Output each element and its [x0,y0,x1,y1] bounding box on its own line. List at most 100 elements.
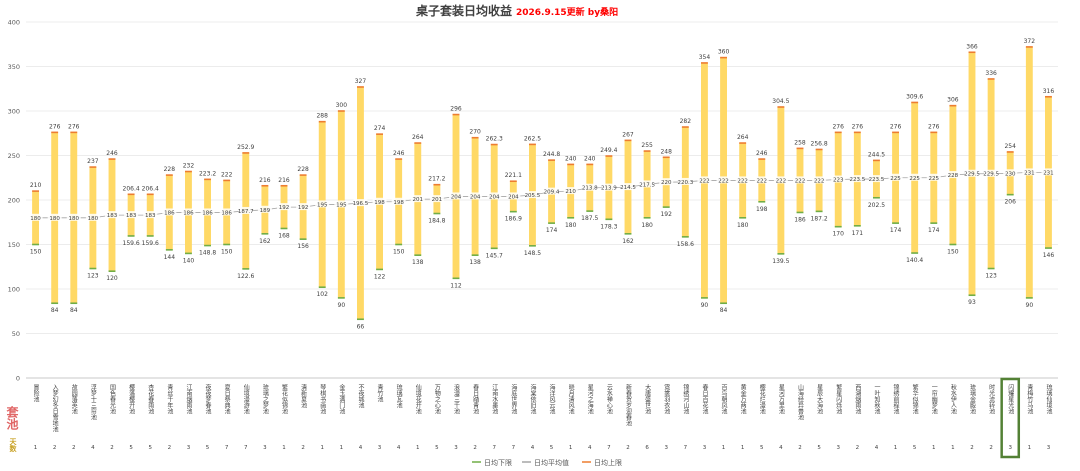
mean-value-label: 230 [1005,171,1016,177]
category-label: 百鸟朝凤池 [720,384,727,414]
days-label: 4 [91,445,95,451]
mean-label-bg [334,200,349,208]
mean-value-label: 195 [317,202,328,208]
mean-label-bg [907,173,922,181]
days-label: 7 [492,445,496,451]
upper-value-label: 248 [660,148,672,155]
mean-label-bg [391,197,406,205]
mean-value-label: 228 [948,173,959,179]
lower-value-label: 174 [928,227,940,234]
mean-value-label: 201 [413,197,424,203]
chart-title: 桌子套装日均收益 [415,3,512,18]
lower-value-label: 84 [51,307,59,314]
mean-value-label: 186 [183,210,194,216]
days-label: 2 [798,445,802,451]
mean-label-bg [124,211,139,219]
category-label: 西湖烟雨池 [854,384,861,414]
category-label: 入梦幻冬日雪地池 [51,384,58,432]
category-label: 海洋风云池 [548,383,555,414]
days-label: 3 [187,445,191,451]
lower-value-label: 187.5 [581,215,598,222]
mean-label-bg [965,169,979,177]
mean-value-label: 183 [145,213,156,219]
category-label: 夏日祭典池 [223,384,230,414]
mean-label-bg [257,205,272,213]
days-label: 2 [626,445,630,451]
mean-label-bg [429,195,444,203]
mean-value-label: 222 [737,178,748,184]
mean-label-bg [525,191,540,199]
mean-value-label: 231 [1043,170,1054,176]
category-label: 清新夏池 [300,383,307,408]
mean-value-label: 213.9 [601,186,617,192]
category-label: 一叶知秋池 [873,384,880,414]
category-label: 星辰大海池 [816,384,823,414]
mean-value-label: 183 [107,213,118,219]
lower-value-label: 148.8 [199,250,216,257]
category-label: 琴棋书画池 [319,384,326,414]
lower-value-label: 180 [565,222,577,229]
y-tick-label: 300 [8,108,20,116]
mean-value-label: 222 [718,178,729,184]
mean-label-bg [105,211,119,219]
upper-value-label: 276 [832,123,844,130]
days-label: 4 [397,445,401,451]
days-label: 1 [951,445,955,451]
mean-label-bg [793,176,807,184]
upper-value-label: 276 [852,123,864,130]
upper-value-label: 316 [1043,88,1055,95]
days-label: 5 [148,445,152,451]
lower-value-label: 159.6 [142,240,159,247]
upper-value-label: 237 [87,158,99,165]
lower-value-label: 138 [469,259,481,266]
upper-value-label: 246 [393,150,405,157]
upper-value-label: 244.5 [868,151,885,158]
lower-value-label: 140.4 [906,257,923,264]
lower-value-label: 162 [259,238,271,245]
category-label: 仙境花开池 [414,383,421,414]
category-label: 繁花似锦池 [281,383,288,414]
mean-label-bg [277,203,291,211]
mean-value-label: 222 [757,178,768,184]
days-label: 1 [1028,445,1032,451]
mean-label-bg [659,178,674,186]
mean-label-bg [869,175,884,183]
lower-value-label: 150 [221,249,233,256]
upper-value-label: 216 [278,177,290,184]
grid [26,21,1058,379]
days-label: 1 [416,445,420,451]
row-label-days: 天数 [9,438,18,453]
upper-value-label: 274 [374,125,386,132]
lower-value-label: 66 [357,323,365,330]
days-label: 1 [569,445,573,451]
mean-label-bg [563,187,578,195]
lower-value-label: 123 [87,273,99,280]
bars: 210 150 276 84 276 84 237 123 246 120 206.4 159.6 20… [28,38,1056,330]
days-label: 3 [836,445,840,451]
mean-value-label: 217.5 [639,182,655,188]
mean-label-bg [926,173,941,181]
y-tick-label: 350 [8,63,20,71]
days-label: 3 [263,445,267,451]
lower-value-label: 102 [316,291,328,298]
mean-label-bg [945,171,960,179]
mean-value-label: 223.5 [869,177,885,183]
mean-value-label: 205.5 [525,193,541,199]
upper-value-label: 222 [221,171,233,178]
upper-value-label: 240 [584,155,596,162]
category-label: 国色春光池 [109,384,116,414]
lower-value-label: 123 [985,273,997,280]
legend: 日均下限 日均平均值 日均上限 [472,458,622,467]
lower-value-label: 90 [338,302,346,309]
lower-value-label: 186 [794,216,806,223]
mean-value-label: 229.5 [964,172,980,178]
days-label: 3 [664,445,668,451]
upper-value-label: 228 [164,166,176,173]
lower-value-label: 150 [393,249,405,256]
mean-value-label: 186 [202,210,213,216]
lower-value-label: 120 [106,275,118,282]
lower-value-label: 198 [756,206,768,213]
mean-value-label: 222 [795,178,806,184]
category-label: 星河万里池 [777,384,784,414]
lower-value-label: 84 [720,307,728,314]
